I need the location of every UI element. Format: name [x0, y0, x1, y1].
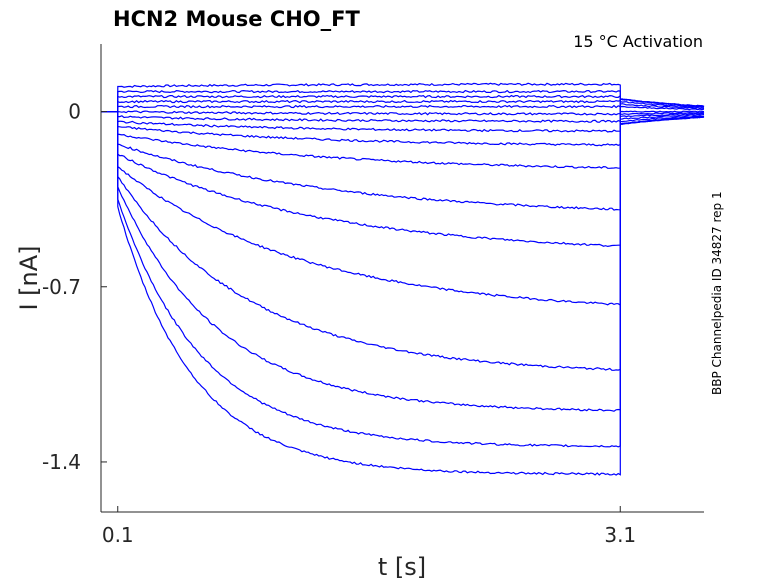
sweep-trace-15	[101, 98, 705, 412]
x-tick-label: 0.1	[102, 523, 134, 547]
traces	[101, 82, 705, 476]
y-axis-label: I [nA]	[15, 245, 43, 310]
chart-title: HCN2 Mouse CHO_FT	[113, 7, 360, 31]
y-tick-label: -1.4	[42, 450, 81, 474]
sweep-trace-4	[101, 99, 705, 125]
axes: 0 -0.7 -1.4 0.1 3.1	[42, 44, 704, 547]
sweep-trace-6	[101, 110, 705, 123]
side-label: BBP Channelpedia ID 34827 rep 1	[710, 191, 724, 395]
sweep-trace-2	[101, 89, 705, 125]
y-tick-label: -0.7	[42, 275, 81, 299]
y-tick-label: 0	[68, 100, 81, 124]
sweep-trace-11	[101, 105, 705, 211]
sweep-trace-3	[101, 94, 705, 125]
sweep-trace-17	[101, 98, 705, 476]
sweep-trace-12	[101, 103, 705, 248]
sweep-trace-8	[101, 111, 705, 133]
sweep-trace-10	[101, 110, 705, 169]
condition-annotation: 15 °C Activation	[573, 32, 703, 51]
sweep-trace-14	[101, 98, 705, 371]
sweep-trace-16	[101, 98, 705, 448]
sweep-trace-1	[101, 82, 705, 125]
sweep-trace-5	[101, 104, 705, 125]
sweep-trace-13	[101, 100, 705, 307]
x-axis-label: t [s]	[378, 553, 426, 581]
sweep-trace-7	[101, 111, 705, 123]
x-tick-label: 3.1	[604, 523, 636, 547]
sweep-trace-9	[101, 111, 705, 147]
